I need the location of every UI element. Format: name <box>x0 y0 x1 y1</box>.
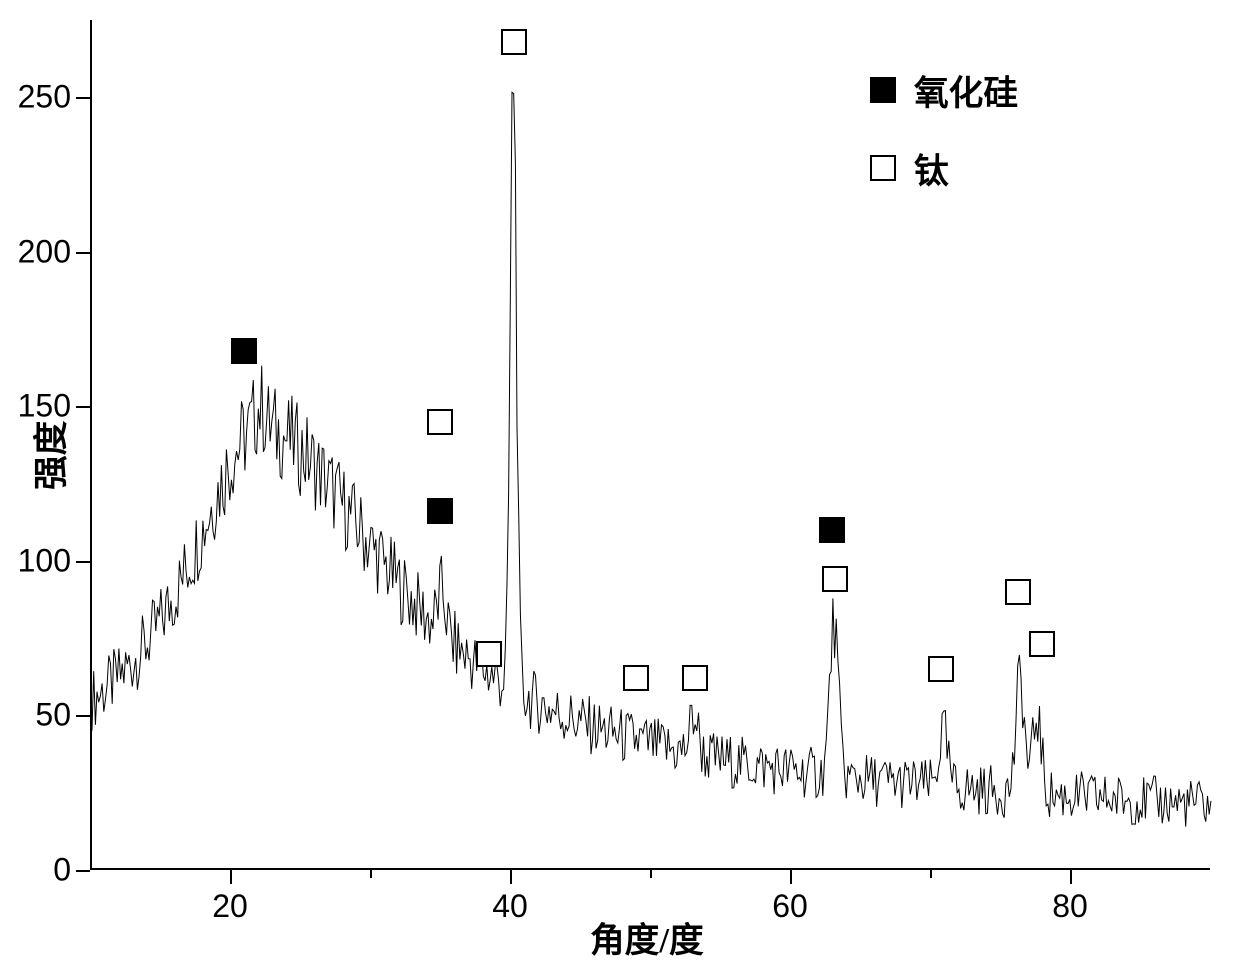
y-tick <box>76 97 90 99</box>
marker-ti <box>476 641 502 667</box>
marker-sio2 <box>819 517 845 543</box>
x-tick-label: 20 <box>212 888 248 925</box>
plot-area <box>90 20 1210 870</box>
x-axis-label: 角度/度 <box>590 912 704 962</box>
xrd-chart: 强度 角度/度 氧化硅钛 20406080050100150200250 <box>0 0 1240 951</box>
y-tick <box>76 715 90 717</box>
legend-label: 氧化硅 <box>914 65 1018 115</box>
marker-sio2 <box>231 338 257 364</box>
x-tick-label: 80 <box>1052 888 1088 925</box>
legend-item: 氧化硅 <box>870 65 1018 115</box>
x-minor-tick <box>370 870 372 878</box>
marker-ti <box>928 656 954 682</box>
x-tick-label: 40 <box>492 888 528 925</box>
x-tick <box>510 870 512 884</box>
y-tick-label: 250 <box>16 79 71 116</box>
x-minor-tick <box>930 870 932 878</box>
legend-marker-sio2 <box>870 77 896 103</box>
marker-ti <box>1005 579 1031 605</box>
xrd-line-svg <box>92 20 1212 870</box>
y-tick <box>76 561 90 563</box>
y-tick-label: 200 <box>16 233 71 270</box>
y-tick-label: 150 <box>16 388 71 425</box>
y-tick <box>76 252 90 254</box>
marker-sio2 <box>427 498 453 524</box>
xrd-trace <box>92 92 1211 826</box>
x-tick <box>1070 870 1072 884</box>
legend: 氧化硅钛 <box>870 65 1018 221</box>
marker-ti <box>1029 631 1055 657</box>
x-tick-label: 60 <box>772 888 808 925</box>
x-tick <box>790 870 792 884</box>
legend-item: 钛 <box>870 143 1018 193</box>
marker-ti <box>822 566 848 592</box>
y-tick <box>76 870 90 872</box>
marker-ti <box>682 665 708 691</box>
y-tick-label: 50 <box>16 697 71 734</box>
y-tick <box>76 406 90 408</box>
marker-ti <box>623 665 649 691</box>
legend-label: 钛 <box>914 143 949 193</box>
marker-ti <box>427 409 453 435</box>
x-minor-tick <box>650 870 652 878</box>
marker-ti <box>501 29 527 55</box>
y-tick-label: 100 <box>16 542 71 579</box>
legend-marker-ti <box>870 155 896 181</box>
y-tick-label: 0 <box>16 852 71 889</box>
x-tick <box>230 870 232 884</box>
